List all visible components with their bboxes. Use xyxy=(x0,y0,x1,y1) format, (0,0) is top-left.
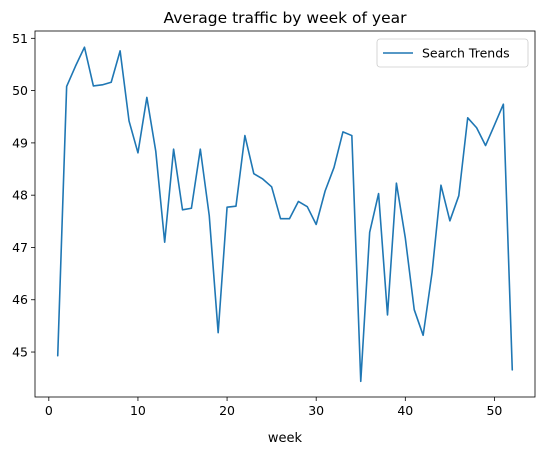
x-tick-label: 30 xyxy=(308,403,324,418)
x-axis: 0 10 20 30 40 50 xyxy=(45,397,502,418)
x-tick-label: 0 xyxy=(45,403,53,418)
y-tick-label: 48 xyxy=(12,188,28,203)
y-tick-label: 49 xyxy=(12,135,28,150)
y-tick-label: 47 xyxy=(12,240,28,255)
x-tick-label: 10 xyxy=(130,403,146,418)
y-tick-label: 51 xyxy=(12,31,28,46)
plot-frame xyxy=(34,30,536,398)
legend-label: Search Trends xyxy=(422,46,510,61)
x-tick-label: 20 xyxy=(219,403,235,418)
y-tick-label: 46 xyxy=(12,292,28,307)
y-tick-label: 50 xyxy=(12,83,28,98)
series-line xyxy=(56,46,514,383)
plot-area xyxy=(56,46,514,383)
chart-title: Average traffic by week of year xyxy=(164,9,408,27)
x-tick-label: 50 xyxy=(486,403,502,418)
legend-box xyxy=(376,38,529,68)
x-axis-label: week xyxy=(268,431,303,446)
y-axis: 45 46 47 48 49 50 51 xyxy=(12,31,35,360)
legend: Search Trends xyxy=(376,38,529,68)
y-tick-label: 45 xyxy=(12,345,28,360)
x-tick-label: 40 xyxy=(397,403,413,418)
